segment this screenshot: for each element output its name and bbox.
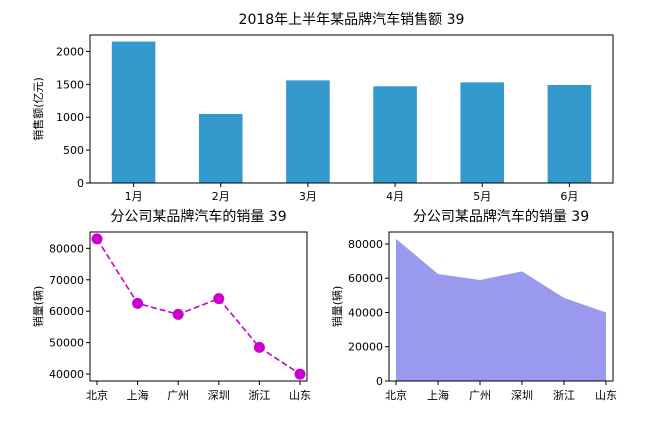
y-tick-label: 1000 [56, 111, 84, 124]
y-tick-label: 50000 [49, 337, 84, 350]
y-tick-label: 70000 [49, 274, 84, 287]
y-tick-label: 2000 [56, 45, 84, 58]
y-tick-label: 80000 [348, 238, 383, 251]
x-tick-label: 上海 [127, 388, 149, 402]
x-tick-label: 北京 [86, 388, 108, 402]
x-tick-label: 深圳 [511, 389, 533, 402]
x-tick-label: 4月 [386, 190, 404, 203]
bar-6 [547, 84, 592, 183]
y-tick-label: 60000 [49, 305, 84, 318]
plot-frame [388, 231, 614, 382]
x-tick-label: 浙江 [553, 389, 575, 402]
y-tick-label: 40000 [348, 306, 383, 319]
x-tick-label: 上海 [427, 388, 449, 402]
y-tick-label: 1500 [56, 78, 84, 91]
chart-2 [86, 231, 308, 385]
chart-3 [385, 231, 614, 385]
y-tick-label: 60000 [348, 272, 383, 285]
chart-1 [86, 34, 614, 187]
point-2 [132, 297, 144, 309]
bar-1 [111, 41, 156, 184]
y-tick-label: 0 [376, 375, 383, 388]
chart-title: 分公司某品牌汽车的销量 39 [110, 208, 286, 225]
x-tick-label: 深圳 [208, 389, 230, 402]
x-tick-label: 2月 [212, 190, 230, 203]
x-tick-label: 1月 [125, 190, 143, 203]
x-tick-label: 5月 [473, 190, 491, 203]
x-tick-label: 山东 [595, 389, 617, 402]
point-1 [91, 233, 103, 245]
bar-3 [286, 80, 330, 183]
point-4 [213, 293, 225, 305]
y-axis-label: 销量(辆) [31, 286, 45, 328]
bar-5 [460, 82, 505, 183]
x-tick-label: 6月 [560, 190, 578, 203]
y-tick-label: 80000 [49, 242, 84, 255]
x-tick-label: 广州 [167, 389, 189, 402]
y-tick-label: 20000 [348, 341, 383, 354]
plot-frame [89, 34, 614, 184]
y-tick-label: 40000 [49, 368, 84, 381]
y-tick-label: 500 [63, 144, 84, 157]
point-3 [172, 308, 184, 320]
point-5 [253, 341, 265, 353]
x-tick-label: 3月 [299, 190, 317, 203]
chart-title: 2018年上半年某品牌汽车销售额 39 [239, 11, 465, 28]
point-6 [294, 368, 306, 380]
y-axis-label: 销售额(亿元) [31, 77, 45, 141]
plot-frame [89, 231, 308, 382]
x-tick-label: 山东 [289, 389, 311, 402]
chart-title: 分公司某品牌汽车的销量 39 [413, 208, 589, 225]
x-tick-label: 北京 [385, 388, 407, 402]
y-axis-label: 销量(辆) [330, 286, 344, 328]
bar-2 [198, 113, 243, 183]
line-series [96, 238, 301, 375]
bar-4 [373, 86, 417, 183]
area-series [396, 238, 606, 381]
x-tick-label: 广州 [469, 389, 491, 402]
x-tick-label: 浙江 [248, 389, 270, 402]
y-tick-label: 0 [77, 177, 84, 190]
